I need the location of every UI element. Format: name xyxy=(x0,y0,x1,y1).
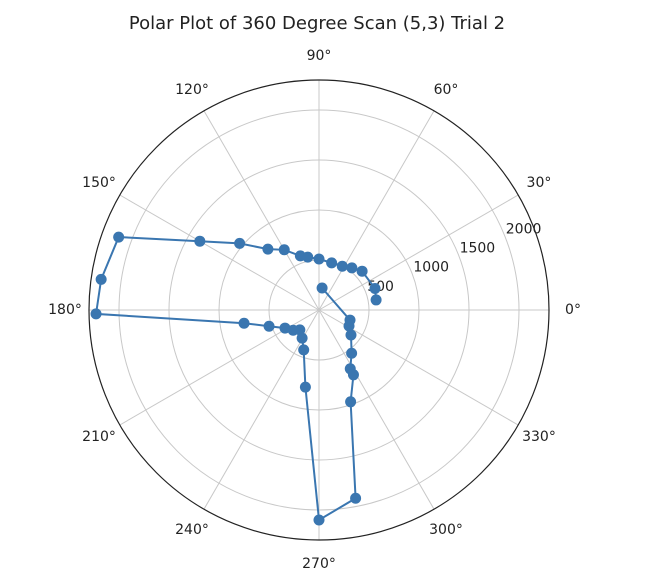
theta-tick-label: 150° xyxy=(82,175,116,191)
data-point xyxy=(194,235,206,247)
data-point xyxy=(345,396,357,408)
data-point xyxy=(296,332,308,344)
theta-tick-label: 300° xyxy=(429,522,463,538)
data-point xyxy=(262,243,274,255)
data-point xyxy=(356,265,368,277)
data-point xyxy=(326,257,338,269)
data-point xyxy=(370,294,382,306)
data-point xyxy=(294,324,306,336)
grid-line xyxy=(318,110,435,311)
data-line xyxy=(94,236,378,522)
data-point xyxy=(278,244,290,256)
grid-line xyxy=(203,110,320,311)
data-point xyxy=(294,250,306,262)
data-point xyxy=(234,237,246,249)
data-point xyxy=(346,347,358,359)
data-point xyxy=(95,273,107,285)
r-tick-label: 2000 xyxy=(506,221,542,237)
theta-tick-label: 60° xyxy=(434,82,459,98)
data-point xyxy=(346,262,358,274)
data-point xyxy=(344,314,356,326)
theta-tick-label: 270° xyxy=(302,556,336,572)
grid-line xyxy=(119,194,320,311)
data-point xyxy=(336,260,348,272)
data-point xyxy=(369,282,381,294)
data-point xyxy=(238,317,250,329)
grid-circle xyxy=(168,159,470,461)
theta-tick-label: 240° xyxy=(175,522,209,538)
data-point xyxy=(90,308,102,320)
theta-tick-label: 210° xyxy=(82,429,116,445)
grid-line xyxy=(203,309,320,510)
grid-line xyxy=(318,194,519,311)
theta-tick-label: 0° xyxy=(565,302,581,318)
polar-frame xyxy=(88,79,550,541)
r-tick-label: 1000 xyxy=(413,260,449,276)
data-point xyxy=(313,253,325,265)
chart-title: Polar Plot of 360 Degree Scan (5,3) Tria… xyxy=(129,13,505,34)
grid-line xyxy=(318,309,435,510)
theta-tick-label: 330° xyxy=(522,429,556,445)
data-point xyxy=(344,363,356,375)
grid-circle xyxy=(118,109,520,511)
theta-tick-label: 30° xyxy=(527,175,552,191)
data-point xyxy=(345,329,357,341)
theta-tick-label: 90° xyxy=(307,48,332,64)
data-point xyxy=(298,344,310,356)
grid-circle xyxy=(218,209,420,411)
theta-tick-label: 180° xyxy=(48,302,82,318)
theta-tick-label: 120° xyxy=(175,82,209,98)
data-point xyxy=(316,282,328,294)
data-point xyxy=(350,492,362,504)
data-point xyxy=(313,514,325,526)
r-tick-label: 1500 xyxy=(460,241,496,257)
data-point xyxy=(299,381,311,393)
data-point xyxy=(113,231,125,243)
data-point xyxy=(263,320,275,332)
